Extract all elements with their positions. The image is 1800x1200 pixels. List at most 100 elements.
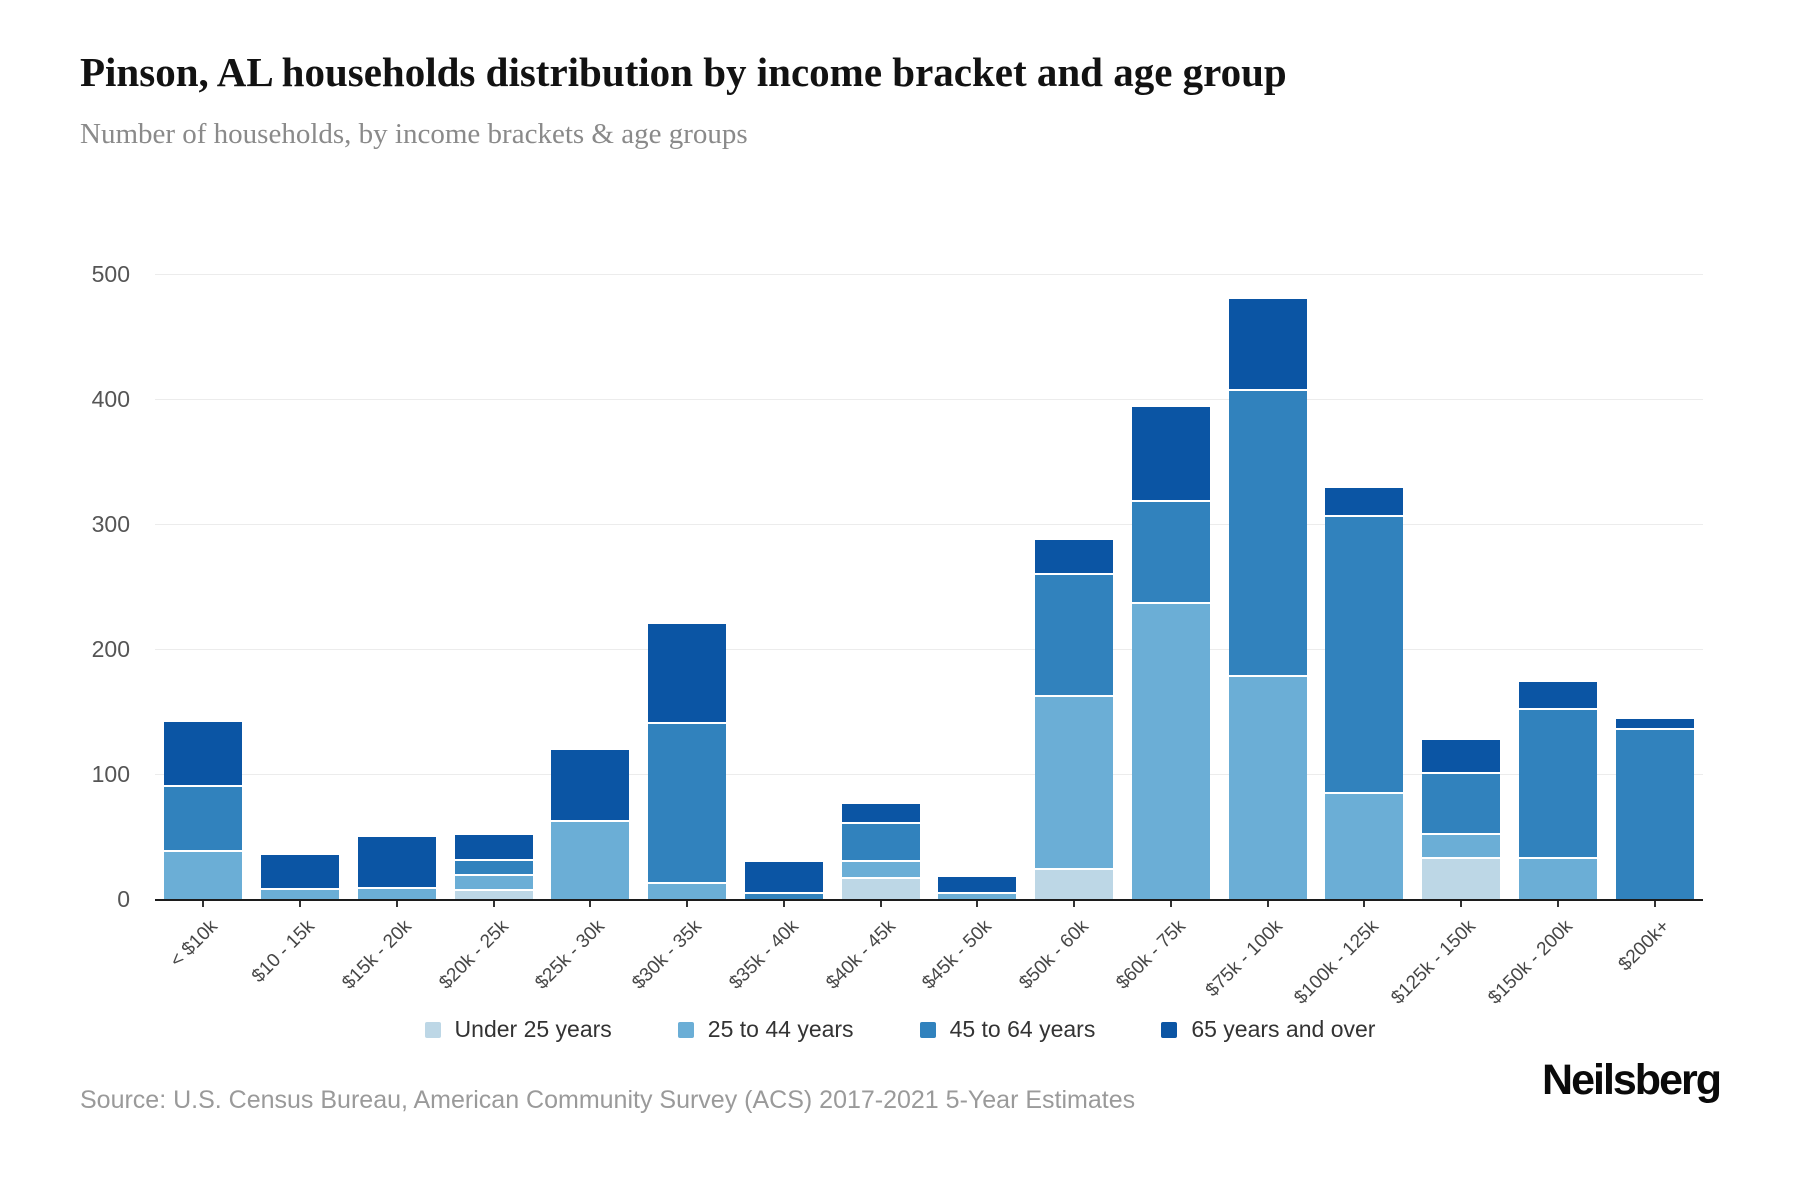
legend: Under 25 years 25 to 44 years 45 to 64 yea… [0, 1016, 1800, 1043]
bar-segment[interactable] [551, 820, 630, 899]
x-axis-tick [492, 900, 495, 907]
x-axis-tick [1653, 900, 1656, 907]
bar-3[interactable] [357, 836, 436, 899]
x-axis-tick [202, 900, 205, 907]
bar-segment[interactable] [357, 886, 436, 899]
chart-subtitle: Number of households, by income brackets… [80, 118, 748, 150]
bar-12[interactable] [1228, 299, 1307, 899]
bar-segment[interactable] [841, 804, 920, 822]
bar-segment[interactable] [1615, 719, 1694, 728]
bar-14[interactable] [1422, 740, 1501, 899]
bar-15[interactable] [1518, 681, 1597, 899]
bar-segment[interactable] [551, 750, 630, 821]
y-axis-tick-label: 0 [117, 886, 130, 912]
legend-item[interactable]: 25 to 44 years [677, 1016, 854, 1043]
bar-segment[interactable] [454, 835, 533, 859]
bar-segment[interactable] [1422, 771, 1501, 833]
bar-segment[interactable] [648, 881, 727, 899]
bar-segment[interactable] [1422, 740, 1501, 772]
bar-segment[interactable] [164, 721, 243, 786]
bar-7[interactable] [744, 861, 823, 899]
bar-segment[interactable] [841, 821, 920, 861]
bar-13[interactable] [1325, 487, 1404, 899]
bar-1[interactable] [164, 721, 243, 899]
gridline [155, 274, 1703, 275]
bar-segment[interactable] [454, 874, 533, 889]
bar-segment[interactable] [1518, 681, 1597, 708]
legend-label: 65 years and over [1191, 1016, 1376, 1042]
y-axis-tick-label: 500 [91, 261, 130, 287]
x-axis-tick [686, 900, 689, 907]
bar-segment[interactable] [1131, 500, 1210, 602]
x-axis-tick [782, 900, 785, 907]
bar-segment[interactable] [1422, 856, 1501, 899]
bar-segment[interactable] [454, 889, 533, 899]
gridline [155, 774, 1703, 775]
chart-title: Pinson, AL households distribution by in… [80, 49, 1287, 95]
bar-segment[interactable] [164, 850, 243, 899]
bar-11[interactable] [1131, 406, 1210, 899]
bar-segment[interactable] [1325, 791, 1404, 899]
x-axis-tick [589, 900, 592, 907]
gridline [155, 524, 1703, 525]
bar-segment[interactable] [841, 860, 920, 877]
legend-label: 25 to 44 years [707, 1016, 854, 1042]
bar-segment[interactable] [1035, 572, 1114, 696]
x-axis-tick [395, 900, 398, 907]
bar-segment[interactable] [261, 887, 340, 899]
bar-segment[interactable] [261, 855, 340, 888]
bar-segment[interactable] [357, 836, 436, 887]
x-axis-tick [1169, 900, 1172, 907]
bar-segment[interactable] [1228, 389, 1307, 676]
x-axis-tick [1363, 900, 1366, 907]
bar-segment[interactable] [164, 785, 243, 851]
bar-segment[interactable] [1325, 487, 1404, 516]
bar-segment[interactable] [1615, 727, 1694, 899]
bar-segment[interactable] [744, 861, 823, 892]
bar-segment[interactable] [1518, 856, 1597, 899]
x-axis-tick [1073, 900, 1076, 907]
bar-segment[interactable] [744, 891, 823, 899]
bar-segment[interactable] [1325, 515, 1404, 792]
bar-segment[interactable] [1035, 867, 1114, 899]
bar-4[interactable] [454, 835, 533, 899]
bar-6[interactable] [648, 624, 727, 899]
bar-5[interactable] [551, 750, 630, 899]
bar-segment[interactable] [648, 721, 727, 882]
y-axis-tick-label: 400 [91, 386, 130, 412]
bar-segment[interactable] [1518, 707, 1597, 857]
bar-segment[interactable] [454, 859, 533, 874]
bar-8[interactable] [841, 804, 920, 899]
legend-item[interactable]: 45 to 64 years [919, 1016, 1096, 1043]
legend-item[interactable]: Under 25 years [424, 1016, 612, 1043]
bar-segment[interactable] [938, 876, 1017, 892]
x-axis-line [155, 899, 1703, 901]
bar-segment[interactable] [1131, 601, 1210, 899]
bar-2[interactable] [261, 855, 340, 899]
bar-16[interactable] [1615, 719, 1694, 899]
source-note: Source: U.S. Census Bureau, American Com… [80, 1086, 1136, 1114]
x-axis-tick [1556, 900, 1559, 907]
bar-segment[interactable] [1422, 832, 1501, 857]
x-axis-tick [1266, 900, 1269, 907]
legend-label: Under 25 years [454, 1016, 612, 1042]
y-axis-tick-label: 100 [91, 761, 130, 787]
bar-segment[interactable] [1131, 406, 1210, 501]
legend-item[interactable]: 65 years and over [1161, 1016, 1375, 1043]
bar-segment[interactable] [1035, 540, 1114, 573]
x-axis-tick [976, 900, 979, 907]
bar-segment[interactable] [938, 891, 1017, 899]
legend-swatch-icon [1161, 1021, 1178, 1038]
bar-segment[interactable] [1228, 299, 1307, 389]
bar-segment[interactable] [1228, 675, 1307, 899]
legend-swatch-icon [677, 1021, 694, 1038]
plot-area: 0 100 200 300 400 500 < $10k $10 - 15k $15k - 20… [92, 240, 1703, 1009]
bar-segment[interactable] [1035, 695, 1114, 868]
legend-swatch-icon [424, 1021, 441, 1038]
bar-9[interactable] [938, 876, 1017, 899]
legend-label: 45 to 64 years [949, 1016, 1096, 1042]
bar-segment[interactable] [841, 876, 920, 899]
bar-10[interactable] [1035, 540, 1114, 899]
x-axis-tick [879, 900, 882, 907]
bar-segment[interactable] [648, 624, 727, 722]
